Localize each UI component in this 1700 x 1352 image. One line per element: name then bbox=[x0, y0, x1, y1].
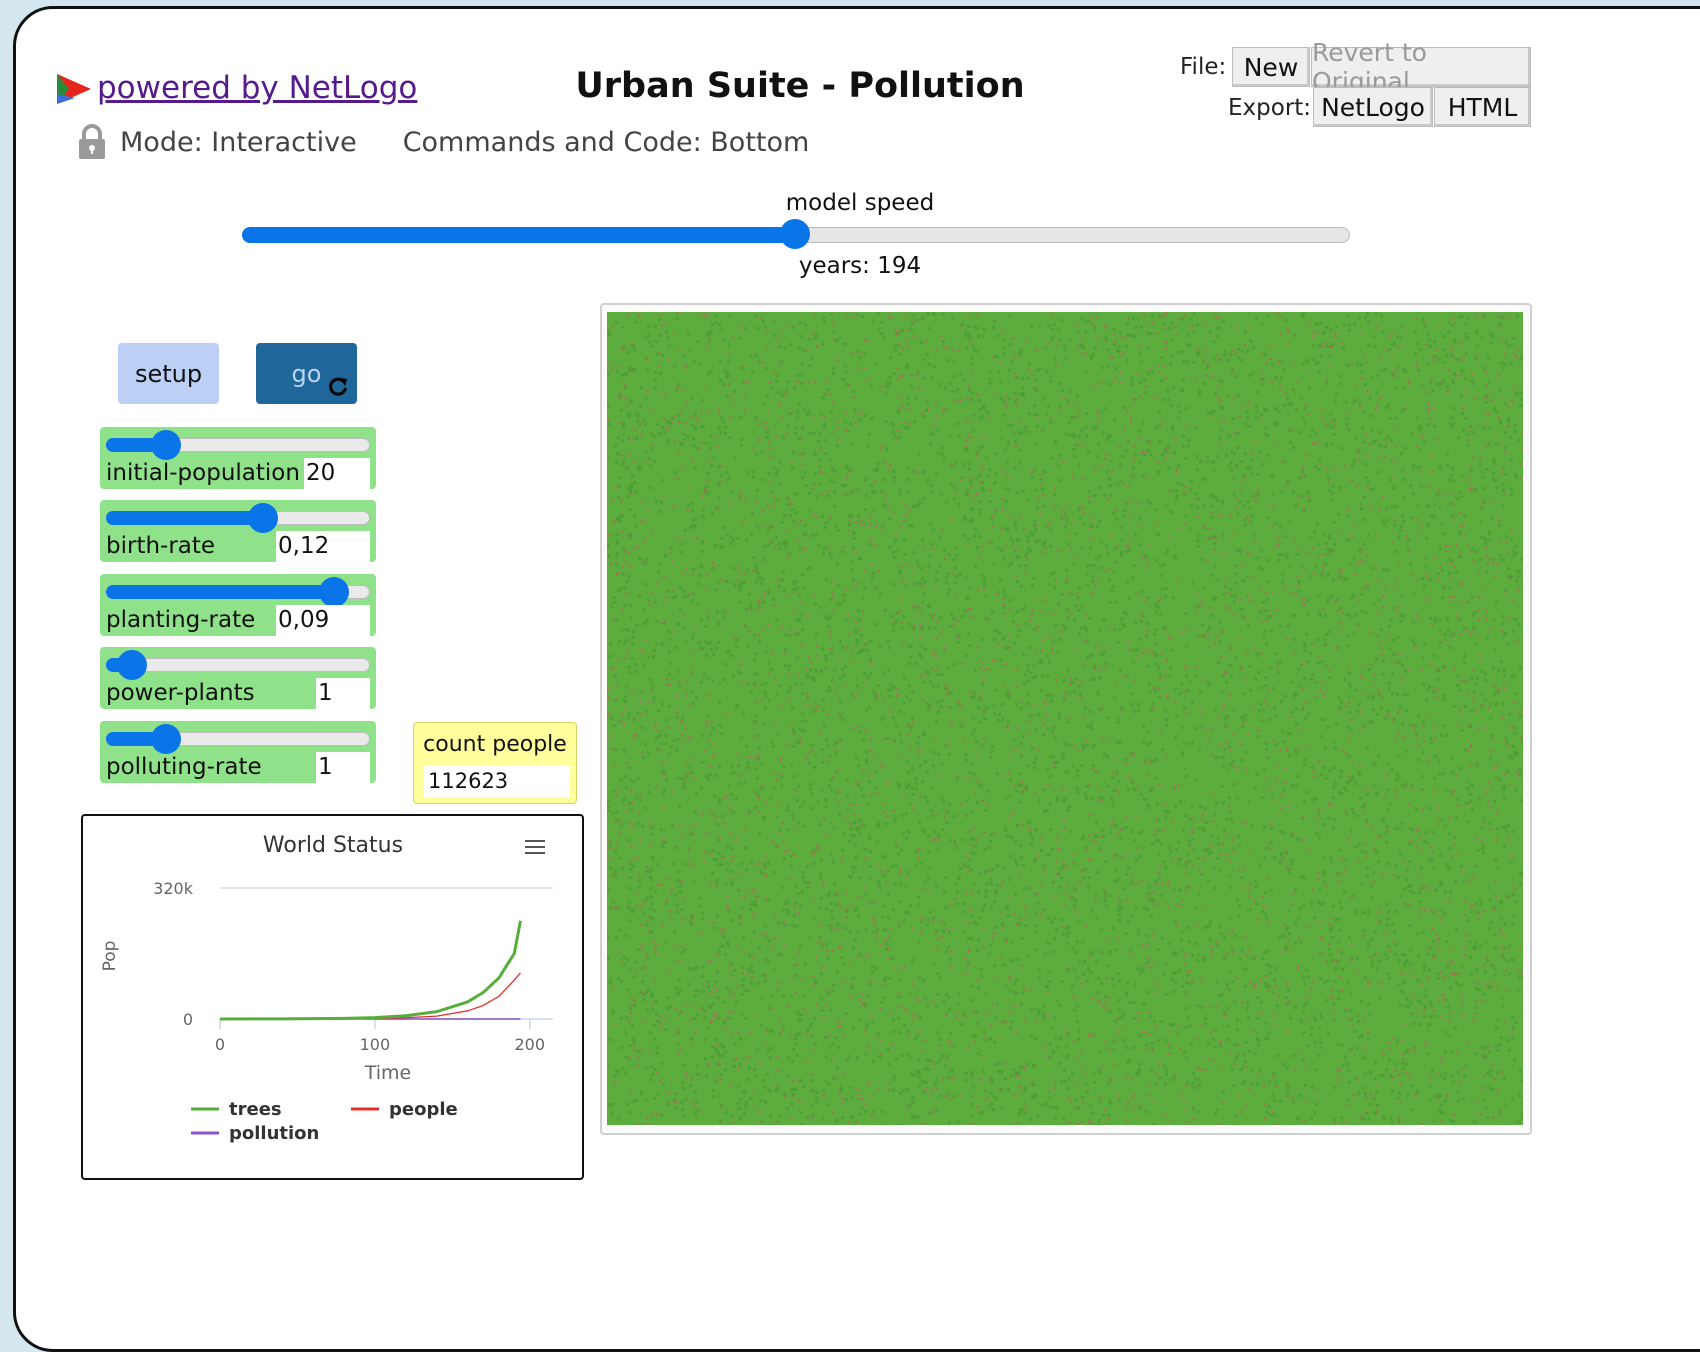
setup-button[interactable]: setup bbox=[118, 343, 219, 404]
speed-label: model speed bbox=[785, 190, 935, 216]
plot-canvas: World Status Pop Time 0 320k 0 100 200 trees… bbox=[100, 833, 553, 1144]
tick-counter: years: 194 bbox=[798, 253, 922, 279]
x-tick-label: 100 bbox=[360, 1035, 391, 1054]
y-axis-label: Pop bbox=[100, 941, 120, 972]
revert-button[interactable]: Revert to Original bbox=[1311, 38, 1531, 96]
slider-planting-rate[interactable]: planting-rate 0,09 bbox=[100, 574, 376, 636]
slider-value[interactable]: 1 bbox=[316, 678, 370, 709]
slider-name: initial-population bbox=[106, 460, 300, 486]
monitor-value: 112623 bbox=[424, 765, 570, 797]
slider-initial-population[interactable]: initial-population 20 bbox=[100, 427, 376, 489]
go-button-label: go bbox=[291, 359, 322, 388]
export-netlogo-button[interactable]: NetLogo bbox=[1313, 87, 1433, 127]
slider-name: polluting-rate bbox=[106, 754, 262, 780]
slider-birth-rate[interactable]: birth-rate 0,12 bbox=[100, 500, 376, 562]
new-button[interactable]: New bbox=[1232, 47, 1310, 87]
slider-value[interactable]: 0,09 bbox=[276, 605, 370, 636]
speed-slider-fill bbox=[242, 227, 795, 243]
slider-power-plants[interactable]: power-plants 1 bbox=[100, 647, 376, 709]
slider-handle[interactable] bbox=[318, 577, 349, 607]
plot-menu-icon[interactable] bbox=[525, 840, 545, 854]
slider-name: birth-rate bbox=[106, 533, 216, 559]
slider-name: power-plants bbox=[106, 680, 255, 706]
x-axis-label: Time bbox=[364, 1062, 412, 1084]
x-tick-label: 0 bbox=[215, 1035, 225, 1054]
export-html-button[interactable]: HTML bbox=[1434, 87, 1531, 127]
powered-by-text[interactable]: powered by NetLogo bbox=[97, 70, 418, 106]
y-tick-label: 320k bbox=[153, 879, 194, 898]
go-button[interactable]: go bbox=[256, 343, 357, 404]
export-label: Export: bbox=[1228, 95, 1312, 121]
x-tick-label: 200 bbox=[514, 1035, 545, 1054]
slider-fill bbox=[106, 438, 167, 452]
lock-icon[interactable] bbox=[78, 124, 106, 160]
world-status-plot: World Status Pop Time 0 320k 0 100 200 trees… bbox=[81, 814, 584, 1180]
slider-value[interactable]: 0,12 bbox=[276, 531, 370, 562]
world-view[interactable] bbox=[607, 312, 1523, 1125]
slider-name: planting-rate bbox=[106, 607, 256, 633]
slider-fill bbox=[106, 511, 264, 525]
slider-fill bbox=[106, 585, 334, 599]
plot-title: World Status bbox=[263, 833, 403, 858]
forever-icon bbox=[329, 377, 347, 396]
mode-label[interactable]: Mode: Interactive bbox=[120, 126, 357, 158]
legend-label-trees[interactable]: trees bbox=[229, 1099, 282, 1120]
count-people-monitor: count people 112623 bbox=[413, 722, 577, 804]
y-tick-label: 0 bbox=[183, 1010, 193, 1029]
legend-label-pollution[interactable]: pollution bbox=[229, 1123, 319, 1144]
legend-label-people[interactable]: people bbox=[389, 1099, 458, 1120]
netlogo-logo-icon bbox=[57, 74, 91, 104]
file-label: File: bbox=[1180, 54, 1227, 80]
page-title: Urban Suite - Pollution bbox=[575, 66, 1025, 106]
slider-polluting-rate[interactable]: polluting-rate 1 bbox=[100, 721, 376, 783]
powered-by-link[interactable]: powered by NetLogo bbox=[55, 70, 417, 106]
mode-bar: Mode: Interactive Commands and Code: Bot… bbox=[78, 124, 809, 160]
series-line-trees bbox=[219, 920, 522, 1021]
world-canvas[interactable] bbox=[607, 312, 1523, 1125]
slider-value[interactable]: 1 bbox=[316, 752, 370, 783]
speed-slider-handle[interactable] bbox=[780, 219, 810, 249]
slider-handle[interactable] bbox=[151, 430, 182, 460]
setup-button-label: setup bbox=[134, 359, 203, 388]
code-position-label[interactable]: Commands and Code: Bottom bbox=[402, 126, 810, 158]
slider-handle[interactable] bbox=[117, 650, 148, 680]
monitor-label: count people bbox=[423, 732, 567, 757]
slider-handle[interactable] bbox=[248, 503, 279, 533]
slider-value[interactable]: 20 bbox=[304, 458, 370, 489]
slider-fill bbox=[106, 732, 167, 746]
slider-handle[interactable] bbox=[151, 724, 182, 754]
